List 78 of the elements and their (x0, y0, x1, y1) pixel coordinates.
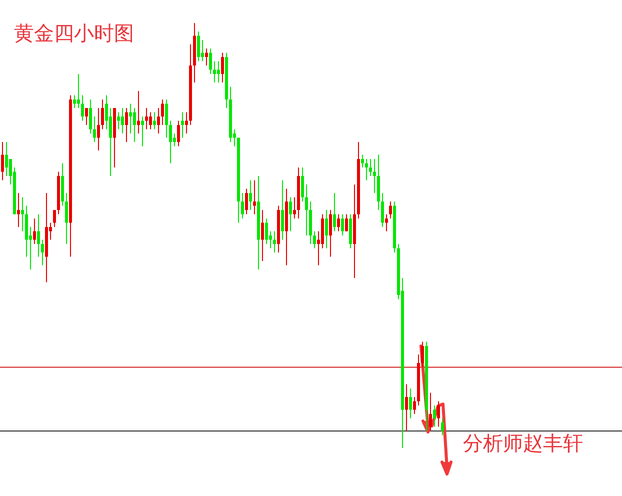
candlestick (205, 48, 208, 66)
candlestick (129, 103, 132, 134)
candlestick (341, 214, 344, 236)
candlestick (53, 210, 56, 228)
candlestick (177, 120, 180, 147)
candlestick (81, 94, 84, 122)
candlestick (157, 108, 160, 134)
candlestick (253, 180, 256, 215)
candlestick (301, 167, 304, 202)
candlestick (65, 192, 68, 244)
chart-title: 黄金四小时图 (14, 21, 134, 45)
candlestick (305, 184, 308, 236)
candlestick (329, 210, 332, 258)
candlestick (293, 196, 296, 219)
candlestick (85, 108, 88, 126)
candlestick (145, 108, 148, 130)
candlestick (121, 108, 124, 134)
candlestick (433, 405, 436, 428)
candlestick (21, 196, 24, 232)
candlestick (185, 112, 188, 134)
candlestick (289, 196, 292, 232)
candlestick (73, 94, 76, 108)
candlestick (337, 214, 340, 232)
candlestick (385, 214, 388, 232)
candlestick (441, 418, 444, 436)
candlestick (333, 192, 336, 232)
candlestick (117, 112, 120, 130)
candlestick (149, 112, 152, 130)
candlestick (241, 192, 244, 219)
candlestick (97, 108, 100, 151)
candlestick (409, 388, 412, 419)
candlestick (201, 40, 204, 62)
text: 分析师赵丰轩 (463, 431, 583, 455)
candlestick (281, 180, 284, 240)
candlestick (169, 120, 172, 164)
candlestick (17, 192, 20, 228)
candlestick (153, 112, 156, 130)
candlestick (93, 116, 96, 142)
candlestick (437, 400, 440, 428)
candlestick (405, 384, 408, 432)
candlestick (413, 396, 416, 414)
candlestick (109, 108, 112, 176)
candlestick (217, 60, 220, 83)
candlestick (209, 48, 212, 74)
candlestick (89, 99, 92, 134)
candlestick (325, 210, 328, 249)
candlestick (381, 192, 384, 228)
candlestick (361, 154, 364, 168)
candlestick (265, 218, 268, 244)
candlestick (181, 112, 184, 138)
candlestick (41, 239, 44, 266)
candlestick (37, 214, 40, 258)
candlestick (33, 218, 36, 244)
candlestick (77, 74, 80, 108)
candlestick (345, 214, 348, 232)
candlestick (5, 142, 8, 176)
candlestick (137, 90, 140, 134)
candlestick (389, 201, 392, 219)
candlestick (1, 142, 4, 181)
candlestick (249, 180, 252, 210)
candlestick (125, 108, 128, 142)
candlestick (165, 99, 168, 138)
candlestick (261, 210, 264, 262)
candlestick (221, 52, 224, 83)
candlestick (101, 99, 104, 130)
candlestick (313, 230, 316, 249)
candlestick (369, 158, 372, 176)
candlestick (197, 31, 200, 62)
candlestick (365, 158, 368, 181)
candlestick (213, 60, 216, 83)
candlestick (429, 392, 432, 432)
candlestick (273, 230, 276, 253)
candlestick (373, 158, 376, 194)
candlestick (421, 341, 424, 368)
candlestick (141, 116, 144, 147)
candlestick (245, 188, 248, 215)
candlestick (133, 108, 136, 142)
candlestick (161, 99, 164, 126)
